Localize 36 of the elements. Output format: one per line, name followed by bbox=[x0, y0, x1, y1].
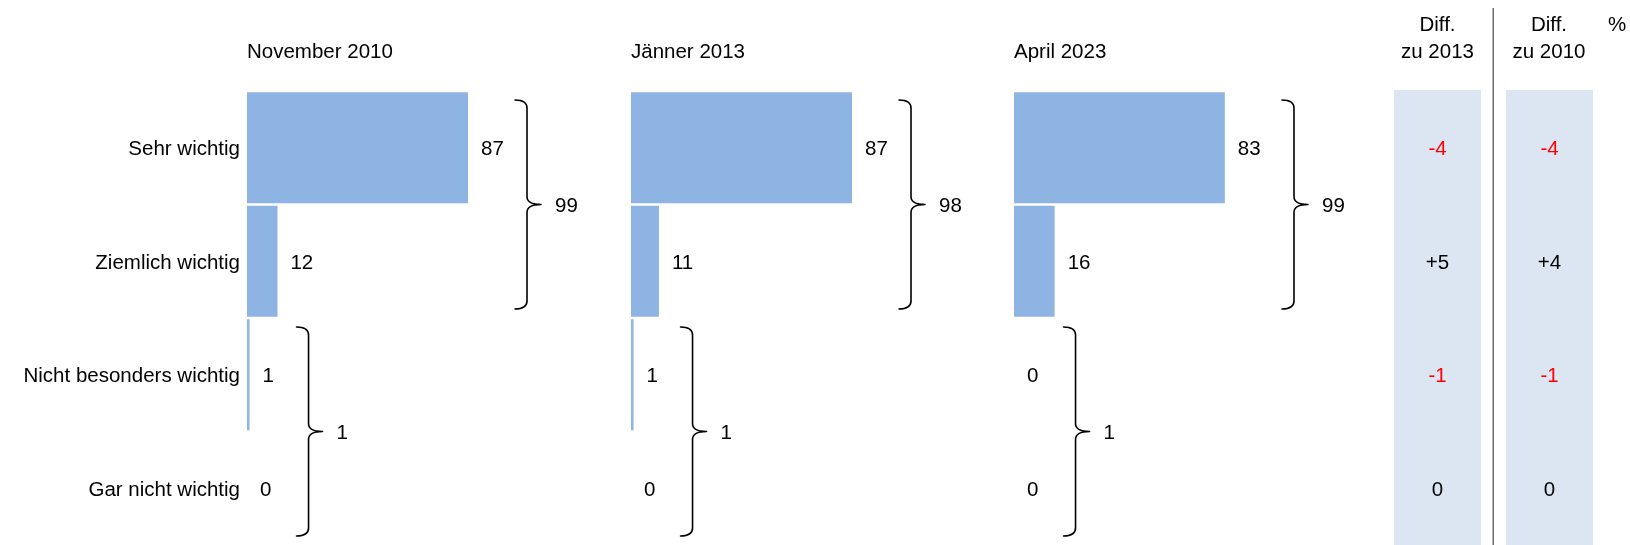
y-tick-label: Nicht besonders wichtig bbox=[23, 363, 240, 387]
data-label: -4 bbox=[1428, 136, 1447, 160]
chart-title: April 2023 bbox=[1014, 38, 1107, 62]
text: 98 bbox=[938, 193, 962, 216]
data-label: -1 bbox=[1539, 363, 1559, 387]
data-label: 0 bbox=[260, 476, 272, 500]
annotation: 1 bbox=[336, 420, 348, 443]
data-label: -1 bbox=[1428, 363, 1447, 387]
data-label: 1 bbox=[646, 363, 658, 387]
text: 99 bbox=[555, 193, 578, 216]
x-tick-label: Diff. zu 2013 bbox=[1401, 11, 1474, 62]
text: % bbox=[1607, 11, 1627, 35]
data-label: 0 bbox=[1543, 476, 1555, 500]
data-label: 16 bbox=[1067, 249, 1091, 273]
data-label: 0 bbox=[1027, 476, 1039, 500]
data-label: -4 bbox=[1539, 136, 1559, 160]
data-label: 87 bbox=[864, 136, 888, 160]
data-label: 11 bbox=[671, 249, 693, 273]
data-label: 0 bbox=[643, 476, 655, 500]
chart-title: Jänner 2013 bbox=[630, 38, 745, 62]
y-tick-label: Sehr wichtig bbox=[128, 136, 240, 160]
data-label: +4 bbox=[1537, 249, 1561, 273]
data-label: 0 bbox=[1431, 476, 1444, 500]
data-label: 0 bbox=[1027, 363, 1039, 387]
data-label: 87 bbox=[481, 136, 504, 160]
chart-title: November 2010 bbox=[247, 38, 393, 62]
annotation: 1 bbox=[720, 420, 732, 443]
annotation: 1 bbox=[1103, 420, 1115, 443]
x-tick-label: Diff. zu 2010 bbox=[1512, 11, 1586, 62]
data-label: 1 bbox=[262, 363, 274, 387]
data-label: 12 bbox=[290, 249, 314, 273]
data-label: +5 bbox=[1425, 249, 1450, 273]
y-tick-label: Ziemlich wichtig bbox=[95, 249, 240, 273]
text: 99 bbox=[1322, 193, 1345, 216]
data-label: 83 bbox=[1237, 136, 1261, 160]
y-tick-label: Gar nicht wichtig bbox=[88, 476, 240, 500]
